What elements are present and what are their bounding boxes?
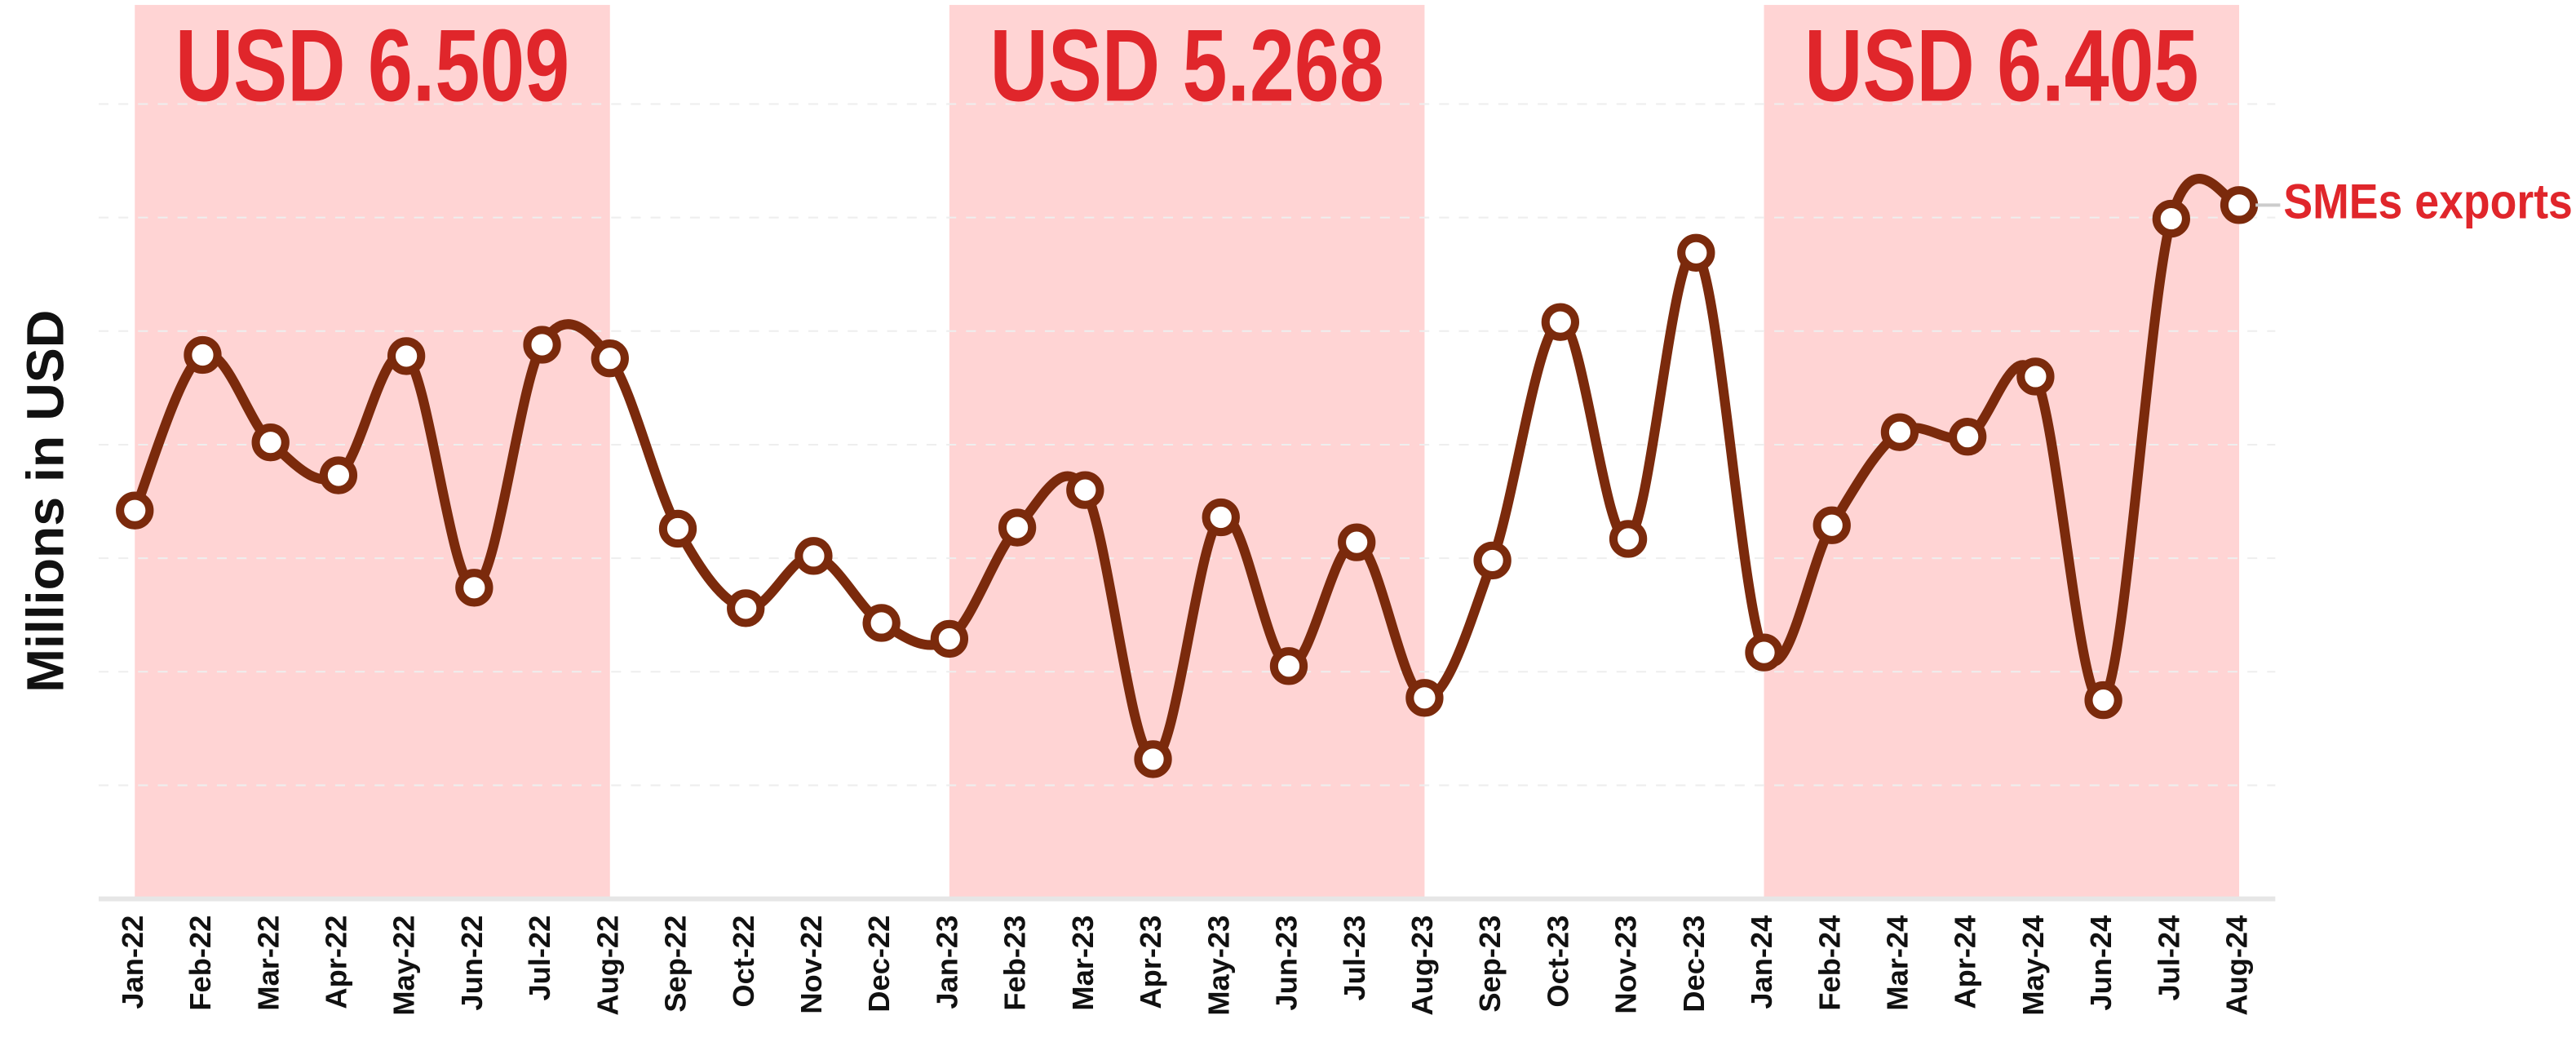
- point: [658, 509, 697, 548]
- x-tick-label: Sep-23: [1473, 915, 1507, 1013]
- point: [1949, 418, 1987, 456]
- point: [1269, 647, 1308, 685]
- highlight-band: [135, 5, 610, 899]
- x-tick-label: Apr-22: [319, 915, 352, 1009]
- x-tick-label: Sep-22: [659, 915, 693, 1013]
- x-tick-label: Aug-24: [2220, 915, 2254, 1016]
- point: [1677, 233, 1715, 272]
- point: [116, 491, 154, 530]
- point: [2016, 357, 2055, 396]
- highlight-band: [949, 5, 1425, 899]
- highlight-band: [1764, 5, 2240, 899]
- x-tick-label: Nov-22: [794, 915, 828, 1014]
- x-tick-label: Feb-22: [184, 915, 217, 1011]
- point: [1812, 506, 1851, 544]
- point: [998, 508, 1037, 547]
- x-tick-label: Apr-24: [1949, 915, 1982, 1009]
- x-tick-label: Feb-23: [998, 915, 1032, 1011]
- point: [727, 589, 765, 627]
- point: [591, 339, 629, 378]
- x-tick-label: Mar-23: [1066, 915, 1100, 1011]
- point: [1405, 679, 1444, 717]
- point: [455, 569, 494, 607]
- x-tick-label: Jul-24: [2152, 915, 2185, 1001]
- point: [251, 423, 290, 462]
- point: [1134, 740, 1172, 778]
- x-tick-label: Jan-22: [116, 915, 149, 1009]
- highlight-bands: [135, 5, 2240, 899]
- highlight-label: USD 5.268: [989, 10, 1383, 123]
- x-tick-label: Jun-23: [1270, 915, 1303, 1011]
- highlight-label: USD 6.509: [175, 10, 569, 123]
- point: [862, 604, 901, 642]
- point: [2220, 186, 2259, 224]
- point: [1066, 471, 1104, 509]
- point: [319, 456, 358, 494]
- y-axis-label: Millions in USD: [16, 310, 75, 693]
- x-tick-label: May-24: [2016, 915, 2050, 1016]
- point: [1202, 498, 1240, 537]
- x-tick-label: Oct-23: [1541, 915, 1574, 1008]
- x-tick-label: Oct-22: [727, 915, 760, 1008]
- point: [1880, 413, 1919, 451]
- point: [1609, 520, 1648, 558]
- point: [184, 335, 222, 375]
- x-tick-label: Nov-23: [1609, 915, 1643, 1014]
- x-tick-label: Mar-22: [251, 915, 285, 1011]
- x-tick-label: Jun-24: [2084, 915, 2118, 1011]
- x-tick-label: May-23: [1202, 915, 1235, 1016]
- x-tick-label: Aug-23: [1405, 915, 1439, 1016]
- x-tick-label: Mar-24: [1881, 915, 1914, 1011]
- point: [1473, 541, 1512, 580]
- point: [1745, 633, 1783, 672]
- x-tick-label: Jun-22: [455, 915, 489, 1011]
- x-tick-label: Jul-23: [1338, 915, 1371, 1001]
- point: [523, 326, 561, 364]
- x-tick-label: Feb-24: [1812, 915, 1846, 1011]
- point: [1541, 303, 1580, 341]
- series-label: SMEs exports: [2283, 173, 2572, 228]
- x-tick-label: Dec-22: [862, 915, 896, 1013]
- point: [2152, 199, 2190, 238]
- x-tick-label: Jul-22: [523, 915, 556, 1001]
- series-line: [130, 174, 2241, 765]
- point: [930, 619, 969, 658]
- highlight-label: USD 6.405: [1804, 10, 2198, 123]
- point: [794, 537, 833, 575]
- x-tick-label: Aug-22: [591, 915, 624, 1016]
- point: [2084, 681, 2122, 720]
- x-tick-label: Jan-24: [1745, 915, 1778, 1009]
- point: [387, 337, 426, 375]
- x-tick-label: Jan-23: [930, 915, 963, 1009]
- x-tick-label: Dec-23: [1677, 915, 1711, 1013]
- point: [1338, 523, 1376, 561]
- x-tick-label: May-22: [387, 915, 421, 1016]
- x-tick-label: Apr-23: [1134, 915, 1167, 1009]
